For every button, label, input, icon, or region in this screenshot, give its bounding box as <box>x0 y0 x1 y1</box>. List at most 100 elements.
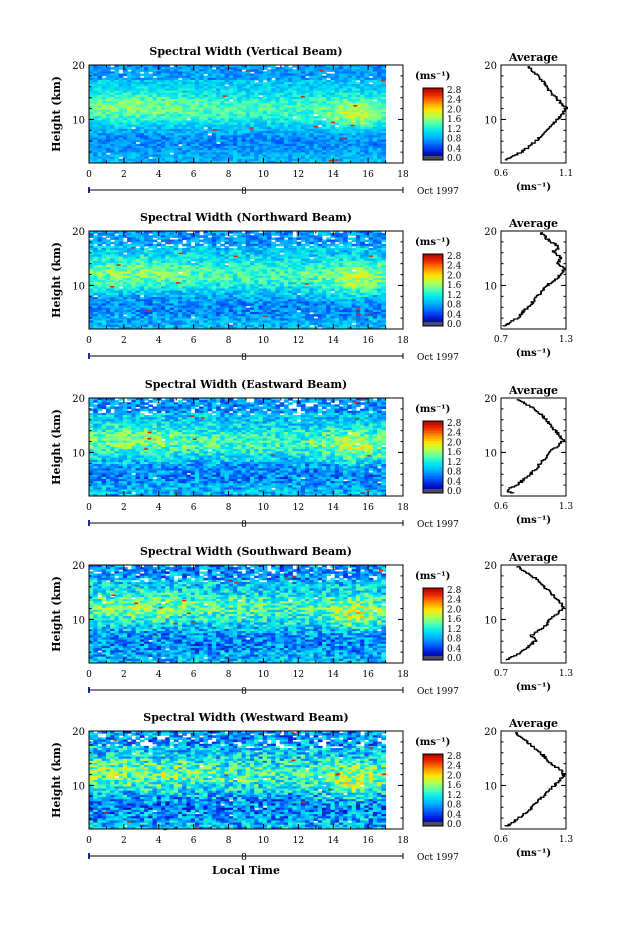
profile-x-tick-label: 1.1 <box>559 169 573 179</box>
heatmap-cell <box>326 76 331 79</box>
heatmap-cell <box>89 235 94 238</box>
x-tick-label: 12 <box>293 170 304 180</box>
heatmap-cell <box>271 76 276 79</box>
heatmap-cell <box>334 159 338 161</box>
heatmap-cell <box>216 140 221 143</box>
heatmap-cell <box>106 150 111 153</box>
heatmap-cell <box>144 244 149 247</box>
profile-y-tick-label: 20 <box>484 61 497 72</box>
x-tick-label: 2 <box>121 170 127 180</box>
heatmap-cell <box>178 250 183 253</box>
heatmap-cell <box>292 114 297 117</box>
profile-title: Average <box>508 51 558 64</box>
x-tick-label: 14 <box>327 170 339 180</box>
heatmap-cell <box>314 112 319 115</box>
heatmap-cell <box>242 67 247 70</box>
heatmap-cell <box>157 244 162 247</box>
heatmap-cell <box>246 70 250 72</box>
heatmap-cell <box>233 233 238 236</box>
heatmap-cell <box>301 96 305 98</box>
date-marker: 8 <box>241 187 247 197</box>
heatmap-cell <box>203 242 208 245</box>
x-tick-label: 6 <box>191 170 197 180</box>
heatmap-cell <box>250 69 255 72</box>
heatmap-cell <box>110 237 115 240</box>
heatmap-cell <box>127 240 132 243</box>
heatmap-cell <box>102 242 107 245</box>
heatmap-cell <box>93 242 98 245</box>
y-tick-label: 20 <box>72 61 85 72</box>
heatmap-cell <box>229 244 234 247</box>
heatmap-cell <box>203 125 208 128</box>
heatmap-cell <box>148 154 153 157</box>
heatmap-cell <box>161 240 166 243</box>
heatmap-cell <box>102 74 107 77</box>
colorbar-tick-label: 2.4 <box>447 96 462 106</box>
colorbar-tick-label: 2.8 <box>447 86 462 96</box>
colorbar-unit: (ms⁻¹) <box>415 71 450 82</box>
heatmap-cell <box>123 74 128 77</box>
heatmap-cell <box>213 129 217 131</box>
heatmap-cell <box>119 154 124 157</box>
heatmap-cell <box>225 261 230 264</box>
heatmap-cell <box>203 71 208 74</box>
heatmap-cell <box>356 78 361 81</box>
heatmap-cell <box>174 235 179 238</box>
heatmap-cell <box>110 67 115 70</box>
heatmap-cell <box>341 138 345 140</box>
x-tick-label: 10 <box>258 170 270 180</box>
profile-y-tick-label: 10 <box>484 115 497 126</box>
x-tick-label: 16 <box>362 170 374 180</box>
heatmap-cell <box>127 67 132 70</box>
heatmap-cell <box>131 125 136 128</box>
heatmap-cell <box>373 97 378 100</box>
profile-x-tick-label: 0.6 <box>494 169 509 179</box>
panel-1: Spectral Width (Vertical Beam)1020Height… <box>50 45 573 197</box>
heatmap-cell <box>178 269 183 272</box>
heatmap-cell <box>263 78 268 81</box>
heatmap-cell <box>140 293 145 296</box>
heatmap-cell <box>353 105 357 107</box>
heatmap-cell <box>220 244 225 247</box>
y-tick-label: 10 <box>72 115 85 126</box>
colorbar-swatch <box>423 156 443 160</box>
profile-x-label: (ms⁻¹) <box>516 182 551 193</box>
heatmap-cell <box>208 131 213 134</box>
x-tick-label: 4 <box>156 170 162 180</box>
heatmap-cell <box>157 237 162 240</box>
heatmap-cell <box>369 80 374 83</box>
date-label: Oct 1997 <box>417 187 459 197</box>
heatmap-cell <box>186 116 191 119</box>
heatmap-cell <box>242 242 247 245</box>
panel-title: Spectral Width (Vertical Beam) <box>149 45 342 58</box>
heatmap-cell <box>119 284 124 287</box>
heatmap-cell <box>233 244 238 247</box>
heatmap-cell <box>153 240 158 243</box>
heatmap-cell <box>258 93 263 96</box>
heatmap-cell <box>140 74 145 77</box>
heatmap-cell <box>178 142 183 145</box>
heatmap-cell <box>191 259 196 262</box>
heatmap-cell <box>329 160 333 162</box>
heatmap-cell <box>93 293 98 296</box>
heatmap-cell <box>322 71 327 74</box>
heatmap-cell <box>331 122 335 124</box>
heatmap-cell <box>182 237 187 240</box>
heatmap-cell <box>199 240 204 243</box>
figure: Spectral Width (Vertical Beam)1020Height… <box>0 0 619 929</box>
x-tick-label: 0 <box>86 170 92 180</box>
heatmap-cell <box>178 76 183 79</box>
colorbar: (ms⁻¹)2.82.42.01.61.20.80.40.0 <box>415 71 462 164</box>
heatmap-cell <box>223 95 227 97</box>
heatmap-cell <box>148 69 153 72</box>
heatmap-cells <box>89 231 386 330</box>
heatmap-cell <box>136 140 141 143</box>
profile-line <box>505 66 567 160</box>
average-profile: Average 10 20 0.6 1.1 (ms⁻¹) <box>484 51 573 193</box>
heatmap-cell <box>335 123 340 126</box>
heatmap-cell <box>229 320 234 323</box>
heatmap-cell <box>102 233 107 236</box>
heatmap-cell <box>123 250 128 253</box>
heatmap-cell <box>254 78 259 81</box>
heatmap-cell <box>305 74 310 77</box>
